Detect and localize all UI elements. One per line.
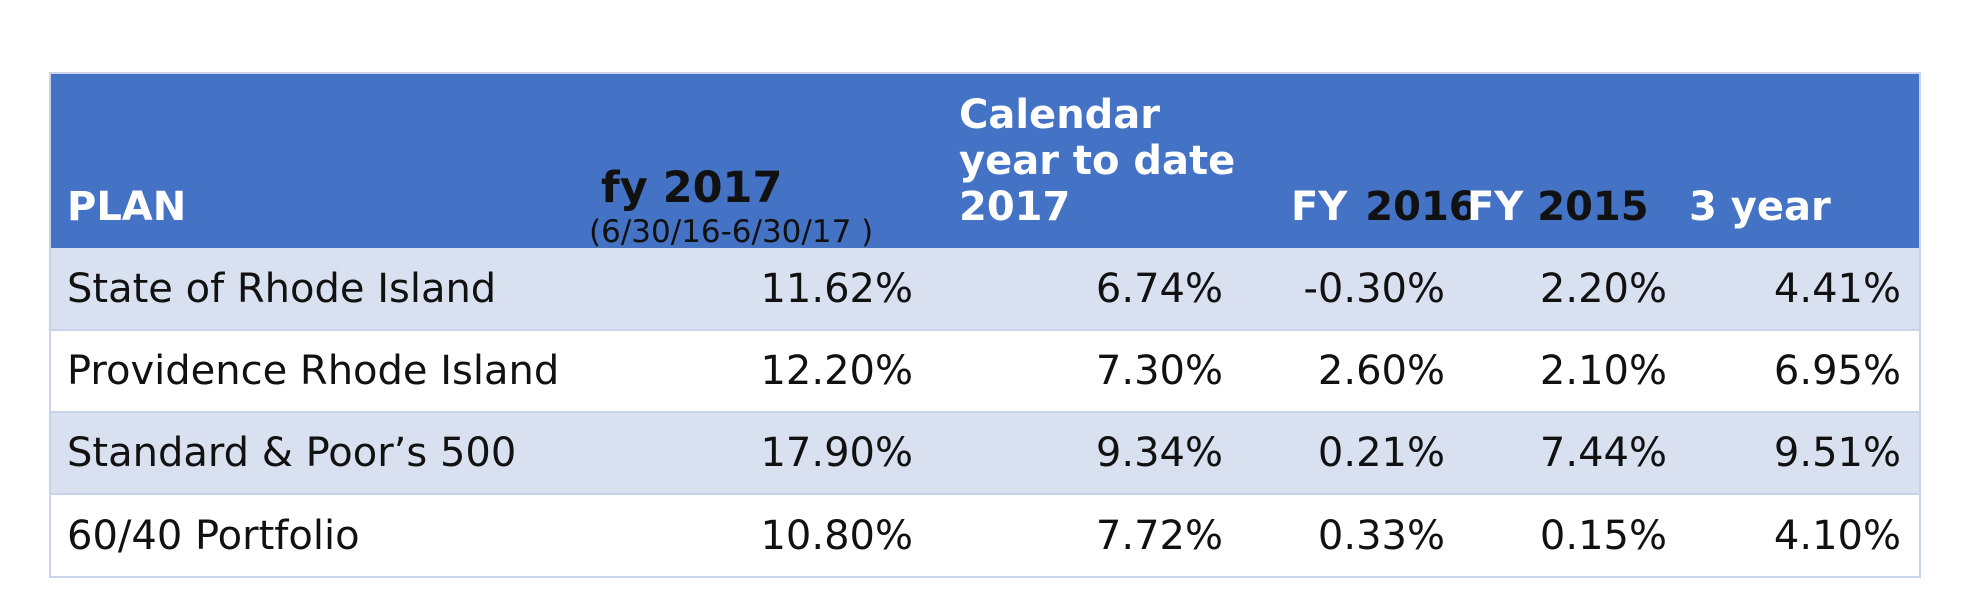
cell-fy2016: -0.30% bbox=[1303, 265, 1445, 312]
header-fy2015-prefix: FY bbox=[1467, 184, 1524, 230]
header-plan: PLAN bbox=[67, 184, 187, 230]
header-three-year: 3 year bbox=[1689, 184, 1831, 230]
cell-three-year: 6.95% bbox=[1685, 329, 1919, 412]
cell-fy2017: 10.80% bbox=[589, 493, 931, 576]
header-row: PLAN fy 2017 (6/30/16-6/30/17 ) Calendar… bbox=[51, 74, 1919, 250]
cell-three-year: 4.10% bbox=[1685, 493, 1919, 576]
returns-table-container: PLAN fy 2017 (6/30/16-6/30/17 ) Calendar… bbox=[49, 72, 1921, 578]
cell-fy2016: 0.33% bbox=[1241, 493, 1463, 576]
cell-fy2015: 7.44% bbox=[1463, 411, 1685, 494]
cell-fy2015: 0.15% bbox=[1463, 493, 1685, 576]
row-plan-name: 60/40 Portfolio bbox=[51, 493, 589, 576]
header-fy2015: FY 2015 bbox=[1463, 74, 1685, 248]
row-plan-name: State of Rhode Island bbox=[67, 265, 497, 312]
header-fy2017-period: (6/30/16-6/30/17 ) bbox=[589, 214, 874, 250]
header-fy2016: FY 2016 bbox=[1241, 74, 1477, 248]
header-fy2016-year: 2016 bbox=[1365, 184, 1477, 230]
cell-calendar-ytd: 9.34% bbox=[931, 411, 1241, 494]
cell-fy2017: 17.90% bbox=[589, 411, 931, 494]
table-row: 60/40 Portfolio 10.80% 7.72% 0.33% 0.15%… bbox=[51, 493, 1919, 576]
cell-calendar-ytd: 6.74% bbox=[1095, 265, 1223, 312]
table-row: State of Rhode Island 11.62% 6.74% -0.30… bbox=[51, 248, 1919, 330]
table-row: Standard & Poor’s 500 17.90% 9.34% 0.21%… bbox=[51, 411, 1919, 494]
header-calendar-line3: 2017 bbox=[959, 184, 1071, 230]
cell-fy2016: 2.60% bbox=[1241, 329, 1463, 412]
cell-fy2016: 0.21% bbox=[1241, 411, 1463, 494]
cell-calendar-ytd: 7.30% bbox=[931, 329, 1241, 412]
header-fy2015-year: 2015 bbox=[1537, 184, 1649, 230]
cell-fy2015: 2.20% bbox=[1539, 265, 1667, 312]
header-fy2017-title: fy 2017 bbox=[601, 163, 783, 213]
header-calendar-line1: Calendar bbox=[959, 92, 1161, 138]
cell-three-year: 9.51% bbox=[1685, 411, 1919, 494]
header-calendar-line2: year to date bbox=[959, 138, 1236, 184]
cell-fy2017: 12.20% bbox=[589, 329, 931, 412]
row-plan-name: Standard & Poor’s 500 bbox=[51, 411, 589, 494]
returns-table: PLAN fy 2017 (6/30/16-6/30/17 ) Calendar… bbox=[51, 74, 1919, 576]
cell-three-year: 4.41% bbox=[1773, 265, 1901, 312]
header-fy2017: fy 2017 (6/30/16-6/30/17 ) bbox=[589, 74, 931, 250]
table-row: Providence Rhode Island 12.20% 7.30% 2.6… bbox=[51, 329, 1919, 412]
header-fy2016-prefix: FY bbox=[1291, 184, 1348, 230]
cell-fy2017: 11.62% bbox=[760, 265, 913, 312]
row-plan-name: Providence Rhode Island bbox=[51, 329, 589, 412]
header-calendar-ytd: Calendar year to date 2017 bbox=[931, 74, 1241, 248]
cell-fy2015: 2.10% bbox=[1463, 329, 1685, 412]
cell-calendar-ytd: 7.72% bbox=[931, 493, 1241, 576]
